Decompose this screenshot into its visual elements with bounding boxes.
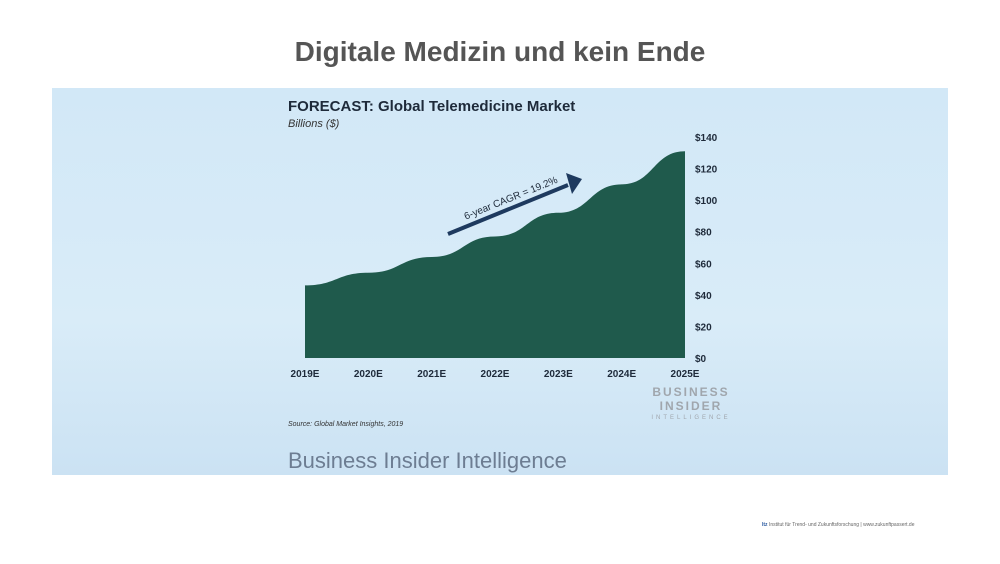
area-layer (304, 151, 686, 358)
y-tick-label: $80 (695, 228, 712, 239)
y-tick-label: $100 (695, 196, 718, 207)
y-tick-label: $140 (695, 133, 718, 144)
x-tick-label: 2024E (607, 369, 636, 380)
y-tick-label: $60 (695, 259, 712, 270)
org-name: Institut für Trend- und Zukunftsforschun… (768, 522, 859, 528)
y-tick-label: $40 (695, 291, 712, 302)
x-axis: 2019E 2020E 2021E 2022E 2023E 2024E 2025E (291, 369, 700, 380)
y-tick-label: $0 (695, 354, 707, 365)
logo-line-2: INSIDER (659, 399, 723, 413)
y-axis: $0 $20 $40 $60 $80 $100 $120 $140 (695, 133, 718, 365)
chart-panel: FORECAST: Global Telemedicine Market Bil… (52, 88, 948, 475)
x-tick-label: 2023E (544, 369, 573, 380)
x-tick-label: 2020E (354, 369, 383, 380)
footer-brand: Business Insider Intelligence (288, 448, 567, 473)
logo-line-3: INTELLIGENCE (651, 415, 731, 421)
org-abbrev: Itz (762, 522, 768, 528)
x-tick-label: 2022E (481, 369, 510, 380)
bottom-note: Itz Institut für Trend- und Zukunftsfors… (762, 522, 915, 528)
chart-source: Source: Global Market Insights, 2019 (288, 421, 404, 428)
org-website[interactable]: | www.zukunftpassert.de (860, 522, 915, 528)
business-insider-logo: BUSINESS INSIDER INTELLIGENCE (636, 386, 746, 421)
logo-line-1: BUSINESS (652, 385, 730, 399)
slide-title: Digitale Medizin und kein Ende (294, 36, 706, 67)
area-chart: 2019E 2020E 2021E 2022E 2023E 2024E 2025E $0 $2… (291, 133, 718, 380)
area-fill (305, 151, 685, 358)
x-tick-label: 2021E (417, 369, 446, 380)
x-tick-label: 2025E (671, 369, 700, 380)
cagr-arrow-head (566, 173, 582, 194)
chart-title: FORECAST: Global Telemedicine Market (288, 98, 576, 115)
x-tick-label: 2019E (291, 369, 320, 380)
chart-subtitle: Billions ($) (288, 118, 340, 130)
cagr-arrow-line (447, 183, 569, 236)
y-tick-label: $120 (695, 165, 718, 176)
y-tick-label: $20 (695, 322, 712, 333)
